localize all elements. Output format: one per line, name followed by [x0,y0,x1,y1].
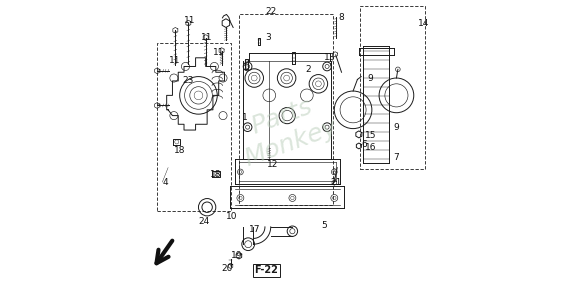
Text: 1: 1 [242,112,248,122]
Text: 21: 21 [330,177,342,187]
Text: 16: 16 [365,143,376,152]
Text: 24: 24 [199,216,210,226]
Text: 11: 11 [169,56,181,65]
Text: 19: 19 [231,251,243,260]
Text: 3: 3 [265,33,271,42]
Text: 11: 11 [201,33,213,42]
Text: 11: 11 [184,16,196,25]
Text: 12: 12 [266,160,278,169]
Text: 8: 8 [339,13,345,22]
Text: 5: 5 [321,221,327,230]
Text: 14: 14 [418,18,430,28]
Text: 2: 2 [306,65,311,74]
Text: 13: 13 [324,53,336,62]
Text: 9: 9 [368,73,373,83]
Text: 18: 18 [174,146,185,155]
Text: 20: 20 [221,264,233,273]
Text: 10: 10 [226,212,237,221]
Text: 6: 6 [362,140,368,149]
Text: 18: 18 [210,170,222,179]
Text: 17: 17 [249,225,261,234]
Text: F-22: F-22 [254,265,278,275]
Text: 9: 9 [394,123,400,132]
Text: 11: 11 [213,47,225,57]
Text: 15: 15 [365,131,376,140]
Text: 4: 4 [163,177,168,187]
Text: 23: 23 [182,76,193,86]
Text: 22: 22 [265,7,277,16]
Text: Parts
Monkey: Parts Monkey [232,89,341,171]
Text: 7: 7 [394,153,400,162]
